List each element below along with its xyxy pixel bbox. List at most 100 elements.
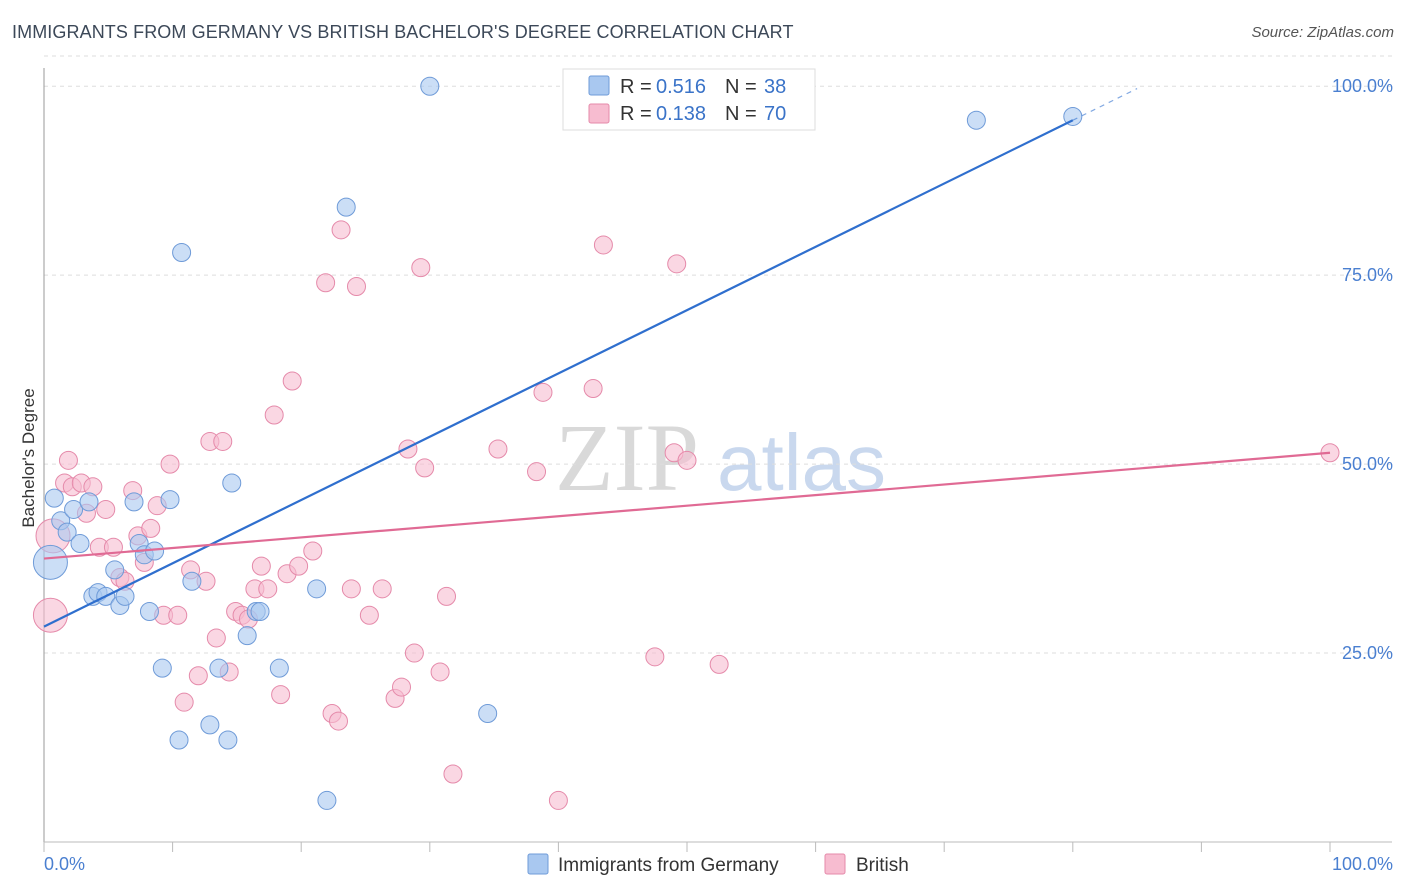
germany-point	[966, 110, 986, 130]
watermark: ZIP atlas	[555, 404, 886, 511]
germany-point	[57, 522, 77, 542]
grid-layer	[44, 55, 1392, 654]
germany-point	[32, 544, 68, 580]
germany-point	[64, 499, 84, 519]
british-point	[645, 647, 665, 667]
germany-point	[222, 473, 242, 493]
x-tick-label: 0.0%	[44, 854, 85, 874]
british-point	[303, 541, 323, 561]
legend-n-label: N =	[725, 103, 757, 125]
germany-point	[307, 579, 327, 599]
legend-swatch-blue	[588, 75, 610, 96]
legend-r-label: R =	[620, 76, 652, 98]
british-point	[533, 382, 553, 402]
germany-point	[44, 488, 64, 508]
legend-n-value: 70	[764, 103, 786, 125]
y-tick-label: 75.0%	[1342, 265, 1393, 285]
british-point	[443, 764, 463, 784]
germany-point	[269, 658, 289, 678]
british-point	[289, 556, 309, 576]
germany-point	[1063, 106, 1083, 126]
british-point	[404, 643, 424, 663]
germany-points	[32, 76, 1083, 810]
germany-point	[172, 243, 192, 262]
british-point	[411, 258, 431, 278]
british-point	[251, 556, 271, 576]
legend-r-value: 0.138	[656, 103, 706, 125]
british-point	[346, 277, 366, 297]
british-point	[372, 579, 392, 599]
germany-point	[70, 533, 90, 553]
y-tick-label: 100.0%	[1332, 76, 1393, 96]
germany-point	[169, 730, 189, 750]
british-point	[430, 662, 450, 682]
british-point	[437, 586, 457, 606]
y-axis-label: Bachelor's Degree	[19, 388, 38, 527]
germany-point	[317, 790, 337, 810]
british-point	[331, 220, 351, 240]
axis-layer	[43, 68, 1392, 852]
correlation-legend: R = 0.516 N = 38 R = 0.138 N = 70	[562, 68, 816, 131]
germany-trend-line-extension	[1072, 88, 1138, 121]
british-point	[96, 499, 116, 519]
germany-point	[79, 492, 99, 512]
germany-point	[124, 492, 144, 512]
british-point	[213, 431, 233, 451]
british-point	[593, 235, 613, 255]
germany-trend-line	[43, 119, 1074, 628]
british-point	[415, 458, 435, 478]
watermark-atlas: atlas	[717, 418, 886, 507]
legend-r-value: 0.516	[656, 76, 706, 98]
y-tick-label: 50.0%	[1342, 454, 1393, 474]
legend-n-label: N =	[725, 76, 757, 98]
chart-source: Source: ZipAtlas.com	[1251, 24, 1394, 41]
british-point	[160, 454, 180, 474]
british-point	[168, 605, 188, 625]
british-point	[392, 677, 412, 697]
germany-point	[209, 658, 229, 678]
germany-point	[152, 658, 172, 678]
british-point	[206, 628, 226, 648]
germany-point	[182, 571, 202, 591]
legend-r-label: R =	[620, 103, 652, 125]
germany-point	[336, 197, 356, 217]
germany-point	[105, 560, 125, 580]
germany-point	[237, 626, 257, 646]
british-point	[188, 666, 208, 686]
british-point	[359, 605, 379, 625]
british-point	[316, 273, 336, 293]
british-point	[709, 654, 729, 674]
british-point	[328, 711, 348, 731]
british-point	[282, 371, 302, 391]
series-swatch-germany	[527, 853, 549, 875]
british-point	[264, 405, 284, 425]
british-point	[488, 439, 508, 459]
series-legend: Immigrants from Germany British	[527, 853, 909, 876]
british-point	[32, 597, 68, 633]
british-point	[527, 462, 547, 482]
british-point	[174, 692, 194, 712]
germany-point	[200, 715, 220, 735]
british-point	[271, 685, 291, 705]
british-points	[32, 220, 1340, 810]
series-label-british: British	[856, 855, 909, 876]
x-tick-label: 100.0%	[1332, 854, 1393, 874]
chart-title: IMMIGRANTS FROM GERMANY VS BRITISH BACHE…	[12, 22, 794, 42]
germany-point	[478, 704, 498, 724]
british-point	[667, 254, 687, 274]
trend-lines	[43, 88, 1331, 628]
tick-labels: 25.0% 50.0% 75.0% 100.0% 0.0% 100.0%	[44, 76, 1393, 874]
y-tick-label: 25.0%	[1342, 643, 1393, 663]
germany-point	[420, 76, 440, 96]
germany-point	[250, 601, 270, 621]
germany-point	[160, 490, 180, 510]
british-point	[341, 579, 361, 599]
british-point	[141, 518, 161, 538]
series-label-germany: Immigrants from Germany	[558, 855, 779, 876]
british-point	[258, 579, 278, 599]
germany-point	[139, 601, 159, 621]
legend-swatch-pink	[588, 103, 610, 124]
british-point	[677, 450, 697, 470]
legend-n-value: 38	[764, 76, 786, 98]
